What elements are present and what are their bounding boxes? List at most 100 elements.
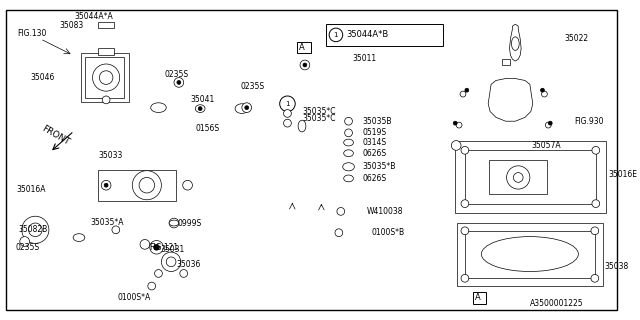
Ellipse shape — [169, 220, 179, 226]
Text: FIG.130: FIG.130 — [17, 29, 46, 38]
Circle shape — [177, 81, 180, 84]
Circle shape — [507, 166, 530, 189]
Bar — [473, 292, 486, 303]
Circle shape — [154, 244, 159, 250]
Ellipse shape — [151, 103, 166, 113]
Ellipse shape — [298, 120, 306, 132]
Bar — [326, 24, 443, 45]
Circle shape — [150, 241, 163, 254]
Ellipse shape — [344, 175, 353, 182]
Ellipse shape — [195, 105, 205, 113]
Text: 0235S: 0235S — [164, 70, 188, 79]
Circle shape — [513, 172, 523, 182]
Text: 35083: 35083 — [60, 21, 84, 30]
Circle shape — [132, 171, 161, 200]
Circle shape — [22, 216, 49, 244]
Text: 35035*B: 35035*B — [362, 162, 396, 171]
Circle shape — [461, 275, 468, 282]
Circle shape — [345, 129, 353, 137]
Bar — [465, 150, 596, 204]
Polygon shape — [509, 24, 521, 61]
Bar — [457, 223, 603, 286]
Text: 1: 1 — [285, 101, 290, 107]
Circle shape — [140, 239, 150, 249]
Text: 35022: 35022 — [564, 34, 589, 43]
Circle shape — [465, 88, 468, 92]
Circle shape — [29, 223, 42, 236]
Text: 35057A: 35057A — [532, 141, 561, 150]
Bar — [502, 59, 509, 65]
Circle shape — [303, 63, 307, 67]
Circle shape — [20, 236, 29, 246]
Text: A: A — [475, 293, 481, 302]
Circle shape — [99, 71, 113, 84]
Circle shape — [148, 282, 156, 290]
Circle shape — [345, 117, 353, 125]
Circle shape — [337, 207, 345, 215]
Circle shape — [460, 91, 466, 97]
Text: 35035B: 35035B — [362, 117, 392, 126]
Circle shape — [329, 28, 343, 42]
Bar — [84, 57, 124, 98]
Text: 35036: 35036 — [176, 260, 200, 269]
Text: 0100S*A: 0100S*A — [118, 293, 151, 302]
Circle shape — [451, 140, 461, 150]
Polygon shape — [488, 78, 532, 121]
Circle shape — [280, 96, 295, 111]
Circle shape — [453, 121, 457, 125]
Circle shape — [300, 60, 310, 70]
Ellipse shape — [344, 150, 353, 156]
Bar — [455, 140, 605, 213]
Circle shape — [591, 275, 598, 282]
Circle shape — [284, 109, 291, 117]
Circle shape — [102, 96, 110, 104]
Text: 0100S*B: 0100S*B — [372, 228, 405, 237]
Bar — [81, 53, 129, 102]
Polygon shape — [60, 160, 195, 218]
Text: FRONT: FRONT — [40, 124, 71, 147]
Text: 35011: 35011 — [353, 54, 376, 63]
Ellipse shape — [511, 37, 519, 51]
Text: 35038: 35038 — [605, 262, 628, 271]
Text: A3500001225: A3500001225 — [530, 299, 584, 308]
Bar — [489, 160, 547, 194]
Circle shape — [242, 103, 252, 113]
Text: 35016E: 35016E — [609, 170, 637, 179]
Polygon shape — [461, 81, 548, 145]
Circle shape — [284, 119, 291, 127]
Ellipse shape — [73, 234, 84, 242]
Text: 0156S: 0156S — [195, 124, 220, 133]
Circle shape — [461, 227, 468, 235]
Ellipse shape — [343, 163, 355, 171]
Circle shape — [456, 122, 462, 128]
Text: 0626S: 0626S — [362, 149, 386, 158]
Text: 0626S: 0626S — [362, 174, 386, 183]
Circle shape — [198, 107, 202, 110]
Text: FIG.930: FIG.930 — [575, 117, 604, 126]
Text: 35033: 35033 — [99, 151, 123, 160]
Circle shape — [244, 106, 249, 109]
Circle shape — [545, 122, 551, 128]
Circle shape — [155, 269, 163, 277]
Text: 35044A*B: 35044A*B — [347, 30, 389, 39]
Text: 35035*C: 35035*C — [302, 114, 335, 123]
Polygon shape — [453, 76, 552, 148]
Ellipse shape — [481, 236, 579, 271]
Circle shape — [541, 88, 545, 92]
Bar — [297, 42, 311, 53]
Circle shape — [174, 77, 184, 87]
Circle shape — [139, 178, 155, 193]
Circle shape — [93, 64, 120, 91]
Ellipse shape — [344, 139, 353, 146]
Text: 0235S: 0235S — [16, 243, 40, 252]
Bar — [99, 170, 176, 201]
Circle shape — [461, 200, 468, 207]
Circle shape — [183, 180, 193, 190]
Circle shape — [180, 269, 188, 277]
Text: 35035*C: 35035*C — [302, 107, 335, 116]
Text: 35082B: 35082B — [19, 225, 48, 234]
Circle shape — [101, 180, 111, 190]
Circle shape — [591, 227, 598, 235]
Text: 35031: 35031 — [161, 245, 185, 254]
Circle shape — [104, 183, 108, 187]
